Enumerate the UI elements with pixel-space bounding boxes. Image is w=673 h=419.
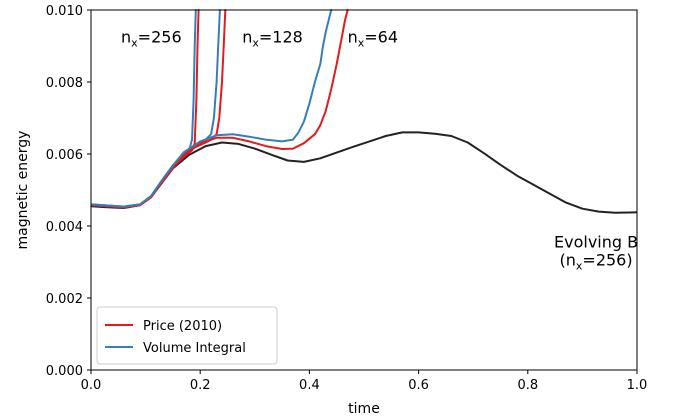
y-tick-label: 0.008 <box>46 76 83 91</box>
x-tick-label: 0.0 <box>81 378 102 393</box>
evolving-b-label: Evolving B <box>554 233 638 252</box>
legend: Price (2010) Volume Integral <box>96 306 278 365</box>
legend-label: Price (2010) <box>143 319 222 334</box>
x-tick-label: 0.6 <box>408 378 429 393</box>
y-tick-label: 0.006 <box>46 148 83 163</box>
ticks-layer: 0.0 0.2 0.4 0.6 0.8 1.0 0.000 0.002 0.004 0.006 0.… <box>46 4 648 393</box>
annotation-ann-nx64: nx=64 <box>348 27 398 49</box>
y-tick-label: 0.000 <box>46 364 83 379</box>
y-tick-label: 0.010 <box>46 4 83 19</box>
x-tick-label: 0.8 <box>517 378 538 393</box>
plot-frame <box>90 9 638 371</box>
y-axis-label: magnetic energy <box>15 131 31 250</box>
x-tick-label: 0.4 <box>299 378 320 393</box>
x-axis-label: time <box>348 401 380 417</box>
annotation-ann-nx128: nx=128 <box>242 27 303 49</box>
legend-label: Volume Integral <box>143 341 246 356</box>
evolving-b-resolution-label: (nx=256) <box>560 251 633 273</box>
series-line-volume-6 <box>91 9 333 208</box>
y-tick-label: 0.004 <box>46 220 83 235</box>
annotation-ann-nx256: nx=256 <box>121 27 182 49</box>
series-line-evolving-0 <box>91 131 637 214</box>
x-tick-label: 0.2 <box>190 378 211 393</box>
annotations-layer: nx=256 nx=128 nx=64 Evolving B(nx=256) <box>121 27 638 272</box>
y-tick-label: 0.002 <box>46 292 83 307</box>
series-layer <box>91 9 637 214</box>
legend-box <box>96 306 278 365</box>
x-tick-label: 1.0 <box>627 378 648 393</box>
